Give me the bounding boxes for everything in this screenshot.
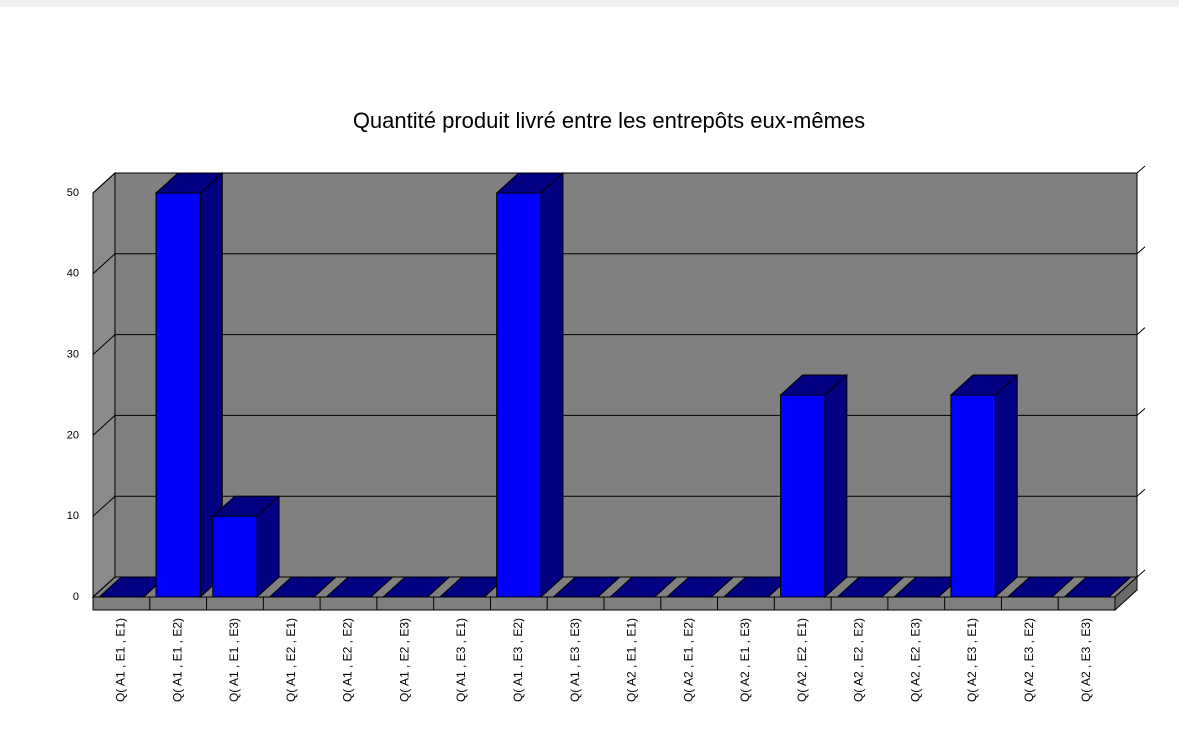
bar [1006,576,1076,598]
x-tick-label: Q( A1 , E3 , E3) [568,618,582,702]
x-tick-label: Q( A2 , E1 , E1) [625,618,639,702]
bar [949,373,1019,599]
x-tick-label: Q( A2 , E2 , E3) [908,618,922,702]
floor-side [1114,575,1138,612]
y-tick-label: 0 [73,591,79,603]
x-tick-label: Q( A1 , E3 , E2) [511,618,525,702]
bar-top [608,576,678,598]
x-tick-label: Q( A2 , E3 , E1) [965,618,979,702]
y-tick-label: 40 [67,268,79,280]
x-tick-label: Q( A1 , E1 , E1) [114,618,128,702]
grid-line [92,408,1146,436]
bar-front [155,192,201,598]
left-wall [92,171,116,599]
top-strip [0,0,1179,7]
x-tick-label: Q( A2 , E2 , E2) [852,618,866,702]
x-tick-label: Q( A1 , E1 , E2) [170,618,184,702]
x-tick-label: Q( A1 , E3 , E1) [454,618,468,702]
y-tick-label: 10 [67,510,79,522]
bar-side [540,171,564,599]
x-tick-label: Q( A2 , E3 , E3) [1079,618,1093,702]
bar-front [212,515,258,598]
bar [268,576,338,598]
grid-line [92,165,1146,194]
x-tick-label: Q( A1 , E2 , E3) [397,618,411,702]
bar [608,576,678,598]
bar-front [950,394,996,598]
bar [779,373,849,599]
grid-line [92,246,1146,275]
chart-title: Quantité produit livré entre les entrepô… [353,108,865,133]
bar [1063,576,1133,598]
x-tick-label: Q( A1 , E2 , E2) [341,618,355,702]
bar [552,576,622,598]
bar [154,171,224,599]
x-tick-label: Q( A2 , E1 , E3) [738,618,752,702]
grid-line [92,569,1146,598]
bar [495,171,565,599]
bar [325,576,394,598]
y-tick-label: 30 [67,349,79,361]
bar-top [381,576,451,598]
bar [211,495,281,599]
bar [836,576,905,598]
bar-top [268,576,338,598]
x-tick-label: Q( A2 , E2 , E1) [795,618,809,702]
x-tick-label: Q( A2 , E3 , E2) [1022,618,1036,702]
bar-side [994,373,1018,599]
bar-top [836,576,905,598]
bar-front [496,192,542,598]
bar-front [780,394,826,598]
x-tick-label: Q( A1 , E2 , E1) [284,618,298,702]
grid-line [92,327,1146,355]
y-tick-label: 50 [67,187,79,199]
bar-top [1006,576,1076,598]
grid-line [92,488,1146,517]
x-tick-label: Q( A2 , E1 , E2) [681,618,695,702]
bar-top [1063,576,1133,598]
bar [381,576,451,598]
x-tick-label: Q( A1 , E1 , E3) [227,618,241,702]
bar-top [552,576,622,598]
bar-side [824,373,848,599]
bar-top [325,576,394,598]
bar [665,576,735,598]
bar-top [665,576,735,598]
y-tick-label: 20 [67,429,79,441]
